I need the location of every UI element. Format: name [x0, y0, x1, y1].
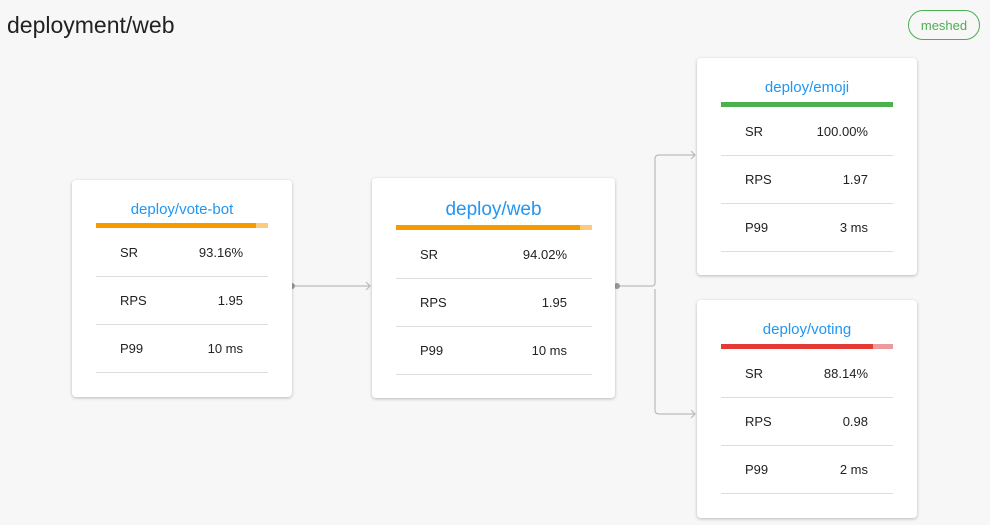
- arrow-icon: [690, 150, 696, 160]
- success-rate-bar: [96, 223, 268, 228]
- metric-value: 94.02%: [522, 247, 567, 262]
- node-card-vote-bot[interactable]: deploy/vote-bot SR 93.16% RPS 1.95 P99 10 m…: [72, 180, 292, 397]
- node-name[interactable]: deploy/emoji: [764, 79, 850, 96]
- metric-label: P99: [120, 341, 144, 356]
- metric-value: 0.98: [842, 414, 868, 429]
- metric-value: 1.95: [217, 293, 243, 308]
- metric-value: 3 ms: [839, 220, 868, 235]
- metric-label: RPS: [745, 172, 772, 187]
- metric-value: 93.16%: [198, 245, 243, 260]
- node-name[interactable]: deploy/web: [445, 199, 542, 220]
- node-name[interactable]: deploy/vote-bot: [130, 201, 234, 218]
- success-rate-bar: [721, 102, 893, 107]
- arrow-icon: [690, 409, 696, 419]
- meshed-badge: meshed: [908, 10, 980, 40]
- metric-row: SR 93.16%: [96, 228, 268, 277]
- metric-row: SR 94.02%: [396, 230, 592, 279]
- success-rate-bar: [721, 344, 893, 349]
- metric-label: RPS: [120, 293, 147, 308]
- metric-row: P99 10 ms: [96, 324, 268, 373]
- edge-web-branch: [617, 154, 695, 415]
- metric-value: 2 ms: [839, 462, 868, 477]
- metric-value: 10 ms: [207, 341, 243, 356]
- metric-label: P99: [745, 462, 769, 477]
- metric-row: RPS 1.95: [396, 278, 592, 327]
- metric-row: RPS 1.97: [721, 155, 893, 204]
- metric-value: 1.97: [842, 172, 868, 187]
- metric-label: P99: [745, 220, 769, 235]
- metric-label: SR: [745, 124, 764, 139]
- metric-label: RPS: [745, 414, 772, 429]
- metric-row: SR 88.14%: [721, 349, 893, 398]
- metric-row: P99 10 ms: [396, 326, 592, 375]
- metric-row: RPS 0.98: [721, 397, 893, 446]
- metric-label: SR: [745, 366, 764, 381]
- metric-label: RPS: [420, 295, 447, 310]
- metric-row: P99 3 ms: [721, 203, 893, 252]
- metric-row: P99 2 ms: [721, 445, 893, 494]
- metric-value: 88.14%: [823, 366, 868, 381]
- edge-source-dot: [614, 283, 620, 289]
- metric-label: SR: [420, 247, 439, 262]
- node-card-web[interactable]: deploy/web SR 94.02% RPS 1.95 P99 10 ms: [372, 178, 615, 398]
- metric-row: RPS 1.95: [96, 276, 268, 325]
- metric-value: 10 ms: [531, 343, 567, 358]
- node-card-voting[interactable]: deploy/voting SR 88.14% RPS 0.98 P99 2 ms: [697, 300, 917, 518]
- metric-label: P99: [420, 343, 444, 358]
- page-title: deployment/web: [7, 12, 175, 38]
- success-rate-bar: [396, 225, 592, 230]
- node-name[interactable]: deploy/voting: [762, 321, 852, 338]
- arrow-icon: [365, 281, 371, 291]
- metric-value: 100.00%: [816, 124, 868, 139]
- metric-label: SR: [120, 245, 139, 260]
- node-card-emoji[interactable]: deploy/emoji SR 100.00% RPS 1.97 P99 3 ms: [697, 58, 917, 275]
- metric-row: SR 100.00%: [721, 107, 893, 156]
- metric-value: 1.95: [541, 295, 567, 310]
